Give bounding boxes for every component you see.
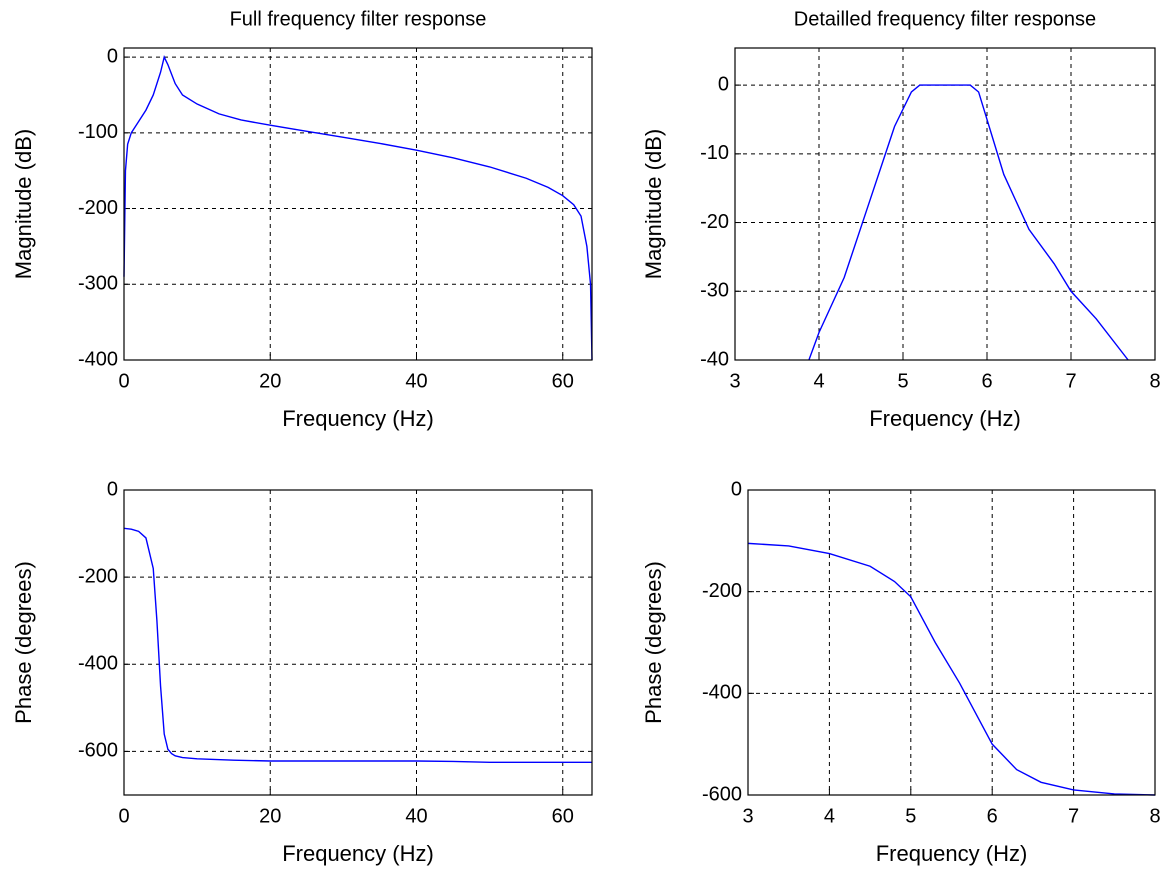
data-line <box>123 55 593 361</box>
y-axis-label: Phase (degrees) <box>11 561 36 724</box>
plot-frame <box>123 489 593 796</box>
y-tick-label: -200 <box>78 197 118 219</box>
x-tick-label: 3 <box>729 370 740 392</box>
plot-frame <box>123 47 593 361</box>
y-tick-label: -40 <box>700 348 729 370</box>
plot-area <box>124 490 592 795</box>
x-tick-label: 40 <box>405 370 427 392</box>
x-tick-label: 40 <box>405 805 427 827</box>
x-tick-label: 4 <box>824 805 835 827</box>
chart-title: Full frequency filter response <box>230 8 487 30</box>
y-tick-label: -200 <box>78 565 118 587</box>
y-axis-label: Magnitude (dB) <box>11 129 36 279</box>
x-tick-label: 60 <box>552 370 574 392</box>
x-tick-label: 5 <box>897 370 908 392</box>
x-tick-label: 7 <box>1065 370 1076 392</box>
x-tick-label: 8 <box>1149 805 1160 827</box>
y-tick-label: -600 <box>78 740 118 762</box>
data-line <box>808 84 1129 361</box>
y-tick-label: -200 <box>702 580 742 602</box>
y-tick-label: 0 <box>731 478 742 500</box>
y-tick-label: -400 <box>702 682 742 704</box>
x-tick-label: 60 <box>552 805 574 827</box>
y-tick-label: -400 <box>78 348 118 370</box>
x-tick-label: 4 <box>813 370 824 392</box>
plot-frame <box>734 47 1156 361</box>
x-tick-label: 0 <box>118 805 129 827</box>
y-tick-label: 0 <box>718 73 729 95</box>
y-tick-label: -100 <box>78 121 118 143</box>
x-tick-label: 3 <box>742 805 753 827</box>
y-tick-label: 0 <box>107 45 118 67</box>
y-tick-label: -20 <box>700 211 729 233</box>
y-tick-label: 0 <box>107 478 118 500</box>
x-tick-label: 7 <box>1068 805 1079 827</box>
y-axis-label: Phase (degrees) <box>641 561 666 724</box>
y-tick-label: -10 <box>700 142 729 164</box>
data-line <box>123 527 592 764</box>
x-axis-label: Frequency (Hz) <box>282 406 434 431</box>
x-tick-label: 20 <box>259 805 281 827</box>
x-tick-label: 0 <box>118 370 129 392</box>
x-tick-label: 6 <box>981 370 992 392</box>
x-axis-label: Frequency (Hz) <box>876 841 1028 866</box>
x-axis-label: Frequency (Hz) <box>282 841 434 866</box>
plot-area <box>735 48 1155 360</box>
y-tick-label: -600 <box>702 783 742 805</box>
y-axis-label: Magnitude (dB) <box>641 129 666 279</box>
y-tick-label: -30 <box>700 280 729 302</box>
x-tick-label: 6 <box>987 805 998 827</box>
x-tick-label: 20 <box>259 370 281 392</box>
y-tick-label: -400 <box>78 653 118 675</box>
plot-frame <box>747 489 1156 796</box>
data-line <box>747 542 1156 796</box>
x-axis-label: Frequency (Hz) <box>869 406 1021 431</box>
x-tick-label: 8 <box>1149 370 1160 392</box>
chart-title: Detailled frequency filter response <box>794 8 1096 30</box>
plot-area <box>124 48 592 360</box>
plot-area <box>748 490 1155 795</box>
y-tick-label: -300 <box>78 273 118 295</box>
x-tick-label: 5 <box>905 805 916 827</box>
